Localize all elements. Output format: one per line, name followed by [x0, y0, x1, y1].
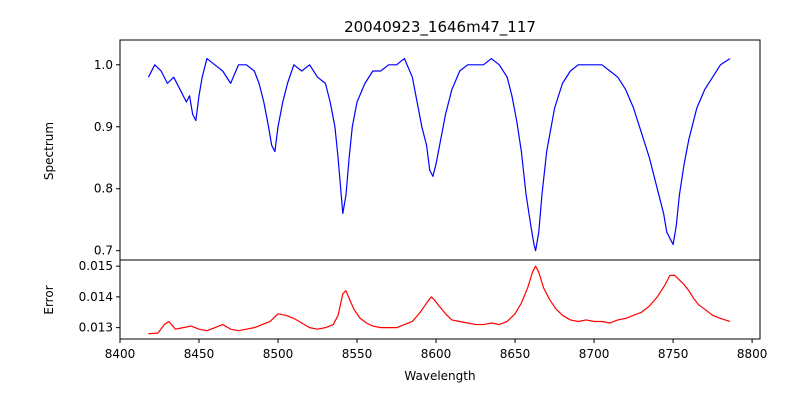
error-y-tick-label: 0.013: [79, 321, 113, 335]
x-tick-label: 8500: [263, 347, 294, 361]
error-y-tick-label: 0.015: [79, 259, 113, 273]
spectrum-y-tick-label: 0.9: [94, 120, 113, 134]
spectrum-panel-frame: [119, 39, 761, 261]
error-series-line: [148, 265, 731, 335]
spectrum-y-axis-label: Spectrum: [42, 122, 56, 180]
error-y-axis-label: Error: [42, 285, 56, 314]
x-tick-label: 8400: [105, 347, 136, 361]
plot-layer: 0.7 0.8 0.9 1.0 0.013 0.014 0.015 8400 8450 8500 8…: [79, 39, 768, 361]
x-tick-label: 8700: [579, 347, 610, 361]
spectrum-series-line: [147, 57, 731, 252]
chart-title: 20040923_1646m47_117: [344, 18, 536, 37]
error-y-tick-label: 0.014: [79, 290, 113, 304]
spectrum-y-tick-label: 0.7: [94, 244, 113, 258]
x-axis-label: Wavelength: [404, 369, 475, 383]
x-tick-label: 8750: [658, 347, 689, 361]
spectrum-y-tick-label: 0.8: [94, 182, 113, 196]
x-tick-label: 8450: [184, 347, 215, 361]
x-tick-label: 8650: [500, 347, 531, 361]
x-tick-label: 8600: [421, 347, 452, 361]
x-tick-label: 8800: [737, 347, 768, 361]
error-panel-frame: [119, 259, 761, 340]
spectrum-y-tick-label: 1.0: [94, 58, 113, 72]
x-tick-label: 8550: [342, 347, 373, 361]
